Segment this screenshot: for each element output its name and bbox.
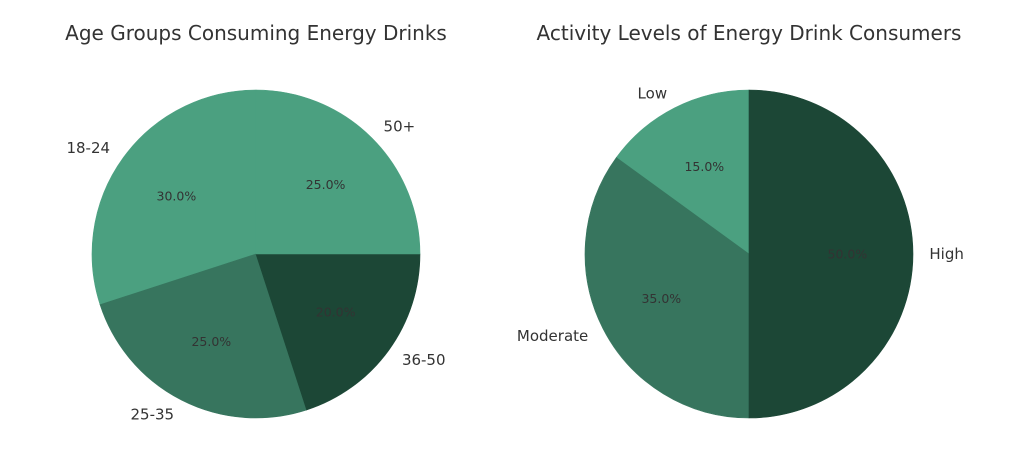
activity-levels-category-label-high: High: [929, 245, 963, 263]
age-groups-category-label-36-50: 36-50: [402, 351, 446, 369]
activity-levels-pct-label-low: 15.0%: [684, 159, 724, 174]
age-groups-pct-label-18-24: 30.0%: [157, 189, 197, 204]
activity-levels-labels: 15.0% Low 35.0% Moderate 50.0% High: [517, 84, 964, 345]
age-groups-slice-50: [255, 89, 421, 255]
activity-levels-slice-moderate: [584, 157, 750, 419]
age-groups-slice-36-50: [255, 253, 421, 411]
activity-levels-slice-low: [615, 89, 750, 255]
age-groups-chart-title: Age Groups Consuming Energy Drinks: [65, 21, 447, 45]
activity-levels-pct-label-high: 50.0%: [828, 247, 868, 262]
age-groups-pct-label-36-50: 20.0%: [316, 304, 356, 319]
age-groups-slice-25-35: [99, 253, 308, 419]
age-groups-pct-label-25-35: 25.0%: [191, 334, 231, 349]
age-groups-slice-18-24: [91, 89, 257, 306]
activity-levels-pie-chart: Activity Levels of Energy Drink Consumer…: [517, 21, 964, 419]
age-groups-category-label-50: 50+: [384, 117, 416, 135]
age-groups-category-label-18-24: 18-24: [66, 139, 110, 157]
activity-levels-chart-title: Activity Levels of Energy Drink Consumer…: [537, 21, 962, 45]
age-groups-pie-chart: Age Groups Consuming Energy Drinks 30.0%…: [65, 21, 447, 424]
activity-levels-slices: [584, 89, 914, 419]
activity-levels-category-label-low: Low: [638, 84, 668, 102]
age-groups-slices: [91, 89, 421, 419]
age-groups-labels: 30.0% 18-24 25.0% 25-35 20.0% 36-50 25.0% 50+: [66, 117, 445, 423]
age-groups-category-label-25-35: 25-35: [131, 406, 175, 424]
activity-levels-slice-high: [748, 89, 914, 419]
activity-levels-category-label-moderate: Moderate: [517, 327, 588, 345]
age-groups-pct-label-50: 25.0%: [306, 177, 346, 192]
activity-levels-pct-label-moderate: 35.0%: [641, 291, 681, 306]
